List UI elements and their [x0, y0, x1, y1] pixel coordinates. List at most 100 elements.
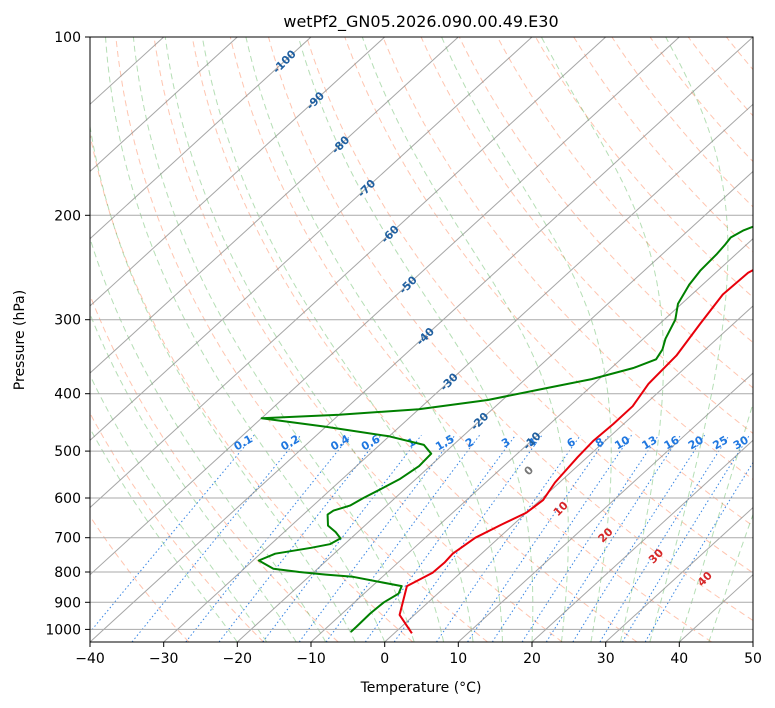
y-tick-label: 200	[54, 208, 81, 224]
moist-adiabat	[90, 374, 268, 642]
x-tick-label: 50	[744, 651, 762, 667]
dry-adiabat	[306, 37, 753, 574]
y-tick-label: 900	[54, 595, 81, 611]
isotherm	[90, 37, 680, 576]
isotherm	[90, 37, 312, 240]
mixing-ratio-line	[131, 434, 302, 642]
moist-adiabat	[678, 401, 753, 642]
x-tick-label: −30	[149, 651, 179, 667]
dry-adiabat	[268, 37, 753, 622]
y-tick-label: 700	[54, 531, 81, 547]
moist-adiabat-label: 0	[522, 463, 537, 478]
dry-adiabat	[382, 37, 753, 481]
dry-adiabat	[649, 37, 753, 163]
isotherm	[531, 439, 753, 642]
isotherm	[236, 170, 753, 642]
isotherm	[384, 305, 753, 642]
mixing-ratio-label: 16	[662, 433, 682, 452]
x-tick-label: 0	[380, 651, 389, 667]
mixing-ratio-label: 30	[731, 433, 751, 452]
x-tick-label: 10	[449, 651, 467, 667]
dry-adiabat	[191, 37, 638, 642]
y-tick-label: 600	[54, 491, 81, 507]
mixing-ratio-line	[545, 434, 682, 642]
moist-adiabat	[540, 37, 664, 642]
line-annotations: 0.1 0.2 0.4 0.6 1 1.5 2 3 4 6 8 10 13 16 20 25 30 36-100-…	[232, 47, 753, 589]
mixing-ratio-line	[218, 434, 382, 642]
mixing-ratio-label: 0.2	[278, 432, 301, 453]
dry-adiabat	[90, 293, 339, 642]
y-tick-label: 100	[54, 30, 81, 46]
dry-adiabat	[765, 37, 775, 642]
mixing-ratio-label: 13	[640, 433, 660, 452]
y-tick-label: 1000	[45, 622, 81, 638]
x-tick-label: 30	[597, 651, 615, 667]
isotherm	[90, 37, 533, 442]
moist-adiabat	[90, 236, 327, 642]
y-tick-label: 500	[54, 444, 81, 460]
x-axis-title: Temperature (°C)	[360, 680, 482, 696]
mixing-ratio-label: 8	[593, 435, 606, 450]
mixing-ratio-line	[644, 461, 753, 642]
isotherm	[163, 103, 753, 642]
dry-adiabat	[90, 131, 414, 642]
moist-adiabat-label: 10	[551, 499, 571, 519]
isotherm	[90, 37, 607, 509]
dry-adiabat	[611, 37, 753, 208]
x-tick-label: −20	[223, 651, 253, 667]
x-tick-label: 20	[523, 651, 541, 667]
y-axis: 1000 900 800 700 600 500 400 300 200 100	[45, 30, 90, 638]
mixing-ratio-line	[599, 434, 730, 642]
dry-adiabat	[229, 37, 712, 642]
mixing-ratio-line	[185, 434, 351, 642]
moist-adiabat-label: 20	[596, 525, 616, 545]
isotherm	[310, 237, 753, 642]
moist-adiabat	[708, 513, 753, 642]
sounding-profiles	[257, 225, 753, 634]
mixing-ratio-label: 0.1	[232, 432, 255, 453]
moist-adiabat	[90, 123, 356, 642]
mixing-ratio-label: 10	[612, 433, 632, 452]
dry-adiabat	[90, 412, 264, 642]
isotherm	[90, 37, 753, 642]
y-tick-label: 300	[54, 313, 81, 329]
mixing-ratio-line	[436, 434, 582, 642]
dry-adiabat	[458, 37, 753, 389]
isotherm	[90, 37, 459, 374]
moist-adiabat	[361, 37, 569, 642]
moist-adiabat	[105, 37, 386, 642]
temperature-profile	[398, 268, 753, 634]
isotherm	[752, 641, 753, 642]
plot-frame	[89, 36, 754, 643]
background-lines	[90, 37, 775, 642]
isotherm	[605, 506, 753, 642]
mixing-ratio-label: 6	[565, 435, 578, 450]
mixing-ratio-line	[572, 434, 706, 642]
dry-adiabat	[496, 37, 753, 344]
isotherm	[90, 37, 386, 307]
moist-adiabat-label: 30	[646, 546, 666, 566]
moist-adiabat	[245, 37, 503, 642]
x-tick-label: 40	[670, 651, 688, 667]
dry-adiabat	[420, 37, 753, 435]
chart-title: wetPf2_GN05.2026.090.00.49.E30	[283, 12, 558, 32]
moist-adiabat	[90, 427, 238, 642]
x-axis: −40 −30 −20 −10 0 10 20 30 40 50	[75, 642, 762, 667]
mixing-ratio-line	[262, 434, 422, 642]
isotherm	[90, 37, 238, 173]
dry-adiabat	[726, 37, 753, 71]
dry-adiabat	[687, 37, 753, 117]
x-tick-label: −40	[75, 651, 105, 667]
mixing-ratio-line	[90, 434, 255, 633]
dry-adiabat	[573, 37, 753, 253]
mixing-ratio-label: 1.5	[433, 432, 456, 453]
mixing-ratio-label: 3	[499, 435, 512, 450]
moist-adiabat	[649, 37, 729, 642]
moist-adiabat	[164, 37, 445, 642]
moist-adiabat	[90, 312, 297, 642]
y-axis-title: Pressure (hPa)	[12, 290, 28, 390]
mixing-ratio-label: 0.4	[328, 432, 352, 453]
dry-adiabat	[344, 37, 753, 527]
moist-adiabat	[201, 37, 474, 642]
